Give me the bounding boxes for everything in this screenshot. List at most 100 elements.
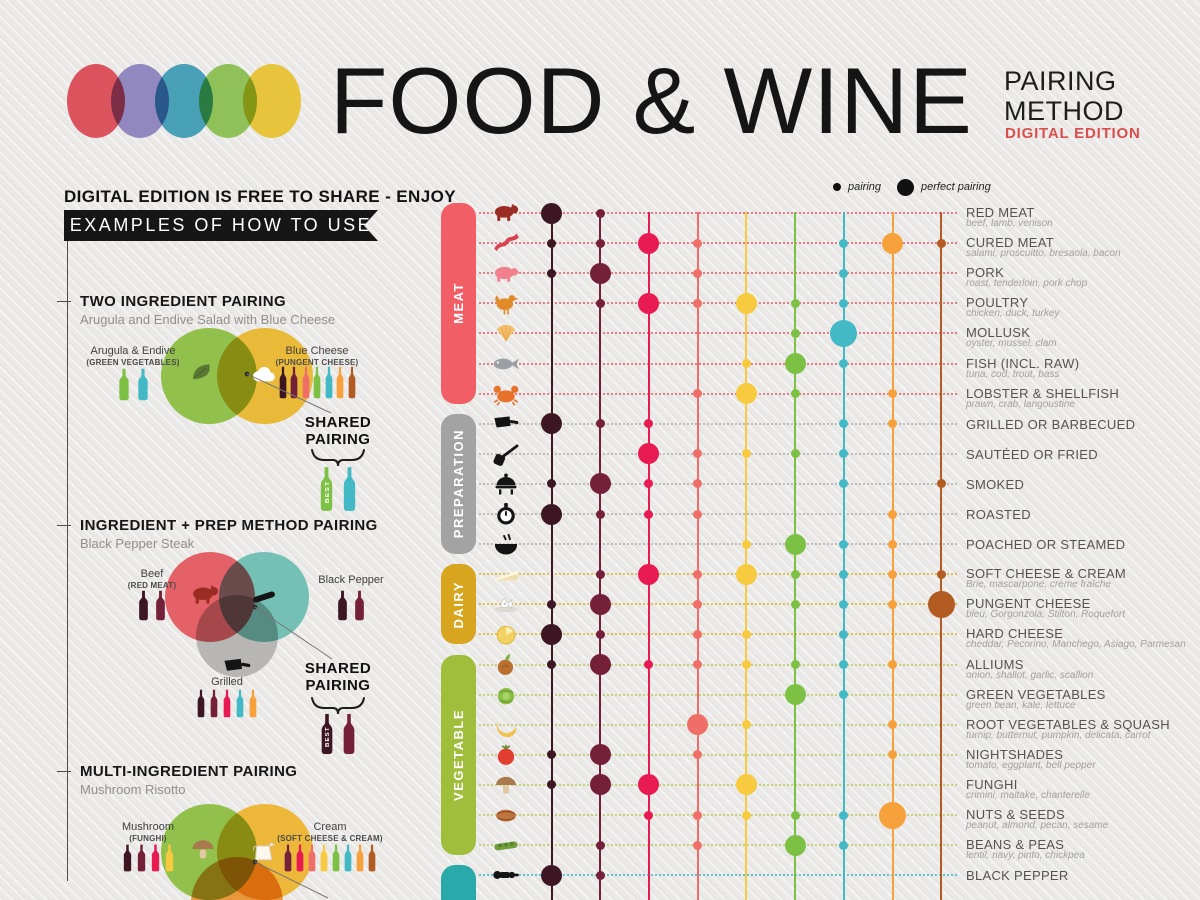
wine-column-line (940, 212, 943, 900)
pairing-dot (888, 720, 898, 730)
cleaver-icon (220, 652, 254, 682)
scallop-icon (490, 319, 522, 347)
row-gridline (479, 212, 957, 214)
pairing-dot (839, 238, 849, 248)
food-row-label: BLACK PEPPER (966, 868, 1069, 884)
row-gridline (479, 603, 957, 606)
wine-bottle-icon (355, 844, 365, 872)
pairing-dot (693, 268, 703, 278)
cheese-wedge-icon (490, 560, 522, 588)
pairing-dot (735, 563, 757, 585)
pairing-dot (693, 750, 703, 760)
banner-text: EXAMPLES OF HOW TO USE (69, 215, 373, 235)
food-row-sublabel: crimini, maitake, chanterelle (966, 789, 1090, 801)
food-row-label: SOFT CHEESE & CREAM (966, 566, 1127, 582)
wine-bottle-icon (136, 844, 147, 872)
wine-bottle-icon (347, 366, 357, 399)
wine-column-line (696, 212, 699, 900)
wine-bottle-icon (117, 368, 131, 401)
ingredient-category: (FUNGHI) (129, 834, 167, 843)
row-gridline (479, 513, 957, 515)
row-gridline (479, 302, 957, 305)
pairing-dot (693, 629, 703, 639)
pairing-dot (547, 268, 556, 278)
pairing-dot (644, 509, 654, 519)
method-line-1: PAIRING (1004, 66, 1117, 96)
blue-cheese-icon (490, 590, 522, 618)
row-gridline (479, 272, 957, 275)
food-row-label: HARD CHEESE (966, 626, 1064, 642)
food-row-sublabel: Brie, mascarpone, crème fraîche (966, 579, 1112, 591)
timer-icon (490, 500, 522, 528)
pairing-dot (693, 238, 703, 248)
food-row-sublabel: tuna, cod, trout, bass (966, 368, 1060, 380)
svg-text:BEST: BEST (324, 481, 330, 503)
squash-icon (490, 711, 522, 739)
row-gridline (479, 573, 957, 576)
pairing-dot (839, 539, 849, 549)
pairing-dot (595, 208, 605, 218)
pairing-dot (830, 319, 858, 347)
pairing-dot (589, 654, 611, 675)
pairing-dot (741, 359, 751, 368)
ingredient-category: (SOFT CHEESE & CREAM) (277, 834, 383, 843)
leaf-icon (186, 358, 220, 388)
wine-bottle-icon (122, 844, 133, 872)
pairing-dot (693, 449, 703, 459)
pairing-dot (839, 690, 849, 700)
pairing-dot (735, 383, 757, 405)
pairing-dot (541, 623, 562, 645)
row-gridline (479, 422, 957, 425)
food-row-sublabel: chicken, duck, turkey (966, 308, 1060, 320)
wine-column-line (647, 212, 650, 900)
pairing-dot (644, 810, 654, 820)
pairing-dot (595, 569, 605, 579)
pairing-dot (693, 810, 703, 820)
category-bar-dairy: DAIRY (441, 564, 476, 645)
wine-bottle-icon (235, 689, 245, 718)
onion-icon (490, 651, 522, 679)
example-title: INGREDIENT + PREP METHOD PAIRING (80, 517, 378, 534)
pairing-dot (589, 262, 611, 284)
food-row-label: PUNGENT CHEESE (966, 596, 1091, 612)
food-row-label: POACHED OR STEAMED (966, 537, 1126, 553)
wine-bottle-icon (196, 689, 206, 718)
cow-icon (490, 199, 522, 227)
pairing-dot (541, 864, 562, 886)
pairing-dot (547, 660, 556, 669)
food-row-label: NIGHTSHADES (966, 746, 1064, 762)
wine-bottle-icon (335, 366, 345, 399)
food-row-label: POULTRY (966, 295, 1029, 311)
logo-circle-icon (243, 64, 301, 138)
tomato-icon (490, 741, 522, 769)
wine-bottle-icon (137, 590, 150, 621)
pairing-dot (936, 238, 946, 248)
banner-ribbon: EXAMPLES OF HOW TO USE (64, 210, 378, 241)
pairing-dot (638, 232, 660, 254)
pairing-dot (741, 720, 751, 730)
pairing-dot (741, 449, 751, 459)
row-gridline (479, 452, 957, 455)
food-row-label: FUNGHI (966, 776, 1018, 792)
wine-column-line (891, 212, 894, 900)
pairing-dot (790, 298, 800, 308)
smoker-icon (490, 470, 522, 498)
spatula-icon (490, 440, 522, 468)
food-row-sublabel: roast, tenderloin, pork chop (966, 278, 1088, 290)
food-row-label: FISH (INCL. RAW) (966, 355, 1080, 371)
pairing-dot (839, 660, 849, 669)
pairing-dot (638, 563, 660, 585)
pairing-dot (589, 593, 611, 615)
pairing-dot (790, 449, 800, 459)
pairing-dot (839, 268, 849, 278)
pairing-dot (784, 834, 806, 856)
ingredient-name: Blue Cheese (285, 345, 349, 357)
edition-label: DIGITAL EDITION (1005, 125, 1141, 142)
pairing-dot (839, 810, 849, 820)
row-gridline (479, 723, 957, 726)
pairing-dot (595, 509, 605, 519)
crab-icon (490, 380, 522, 408)
beans-icon (490, 831, 522, 859)
row-gridline (479, 693, 957, 696)
row-gridline (479, 543, 957, 546)
